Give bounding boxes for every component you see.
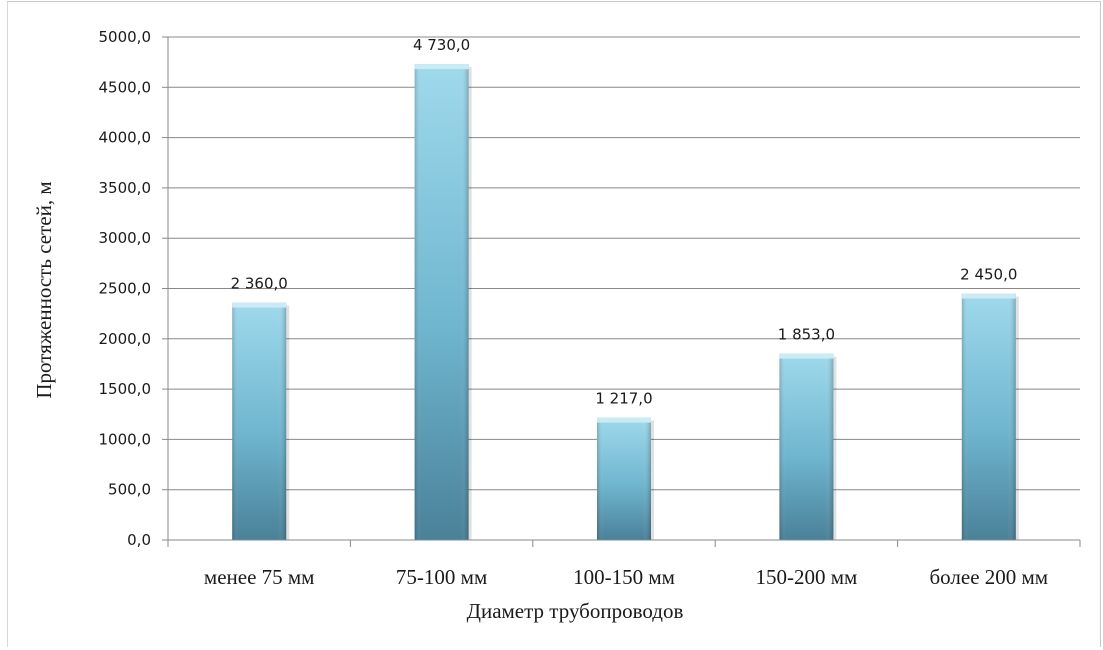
bar (779, 353, 837, 540)
y-tick-label: 1500,0 (99, 380, 152, 398)
bar-shading (779, 353, 834, 540)
bar-top (779, 353, 834, 359)
chart-frame (7, 1, 1101, 647)
y-tick-label: 2500,0 (99, 280, 152, 298)
bar-shading (961, 293, 1016, 540)
bar (597, 417, 654, 540)
y-tick-label: 4000,0 (99, 129, 152, 147)
x-tick-label: 100-150 мм (573, 565, 675, 589)
y-tick-label: 500,0 (108, 481, 151, 499)
y-tick-label: 3000,0 (99, 229, 152, 247)
bars (232, 64, 1019, 541)
data-label: 1 853,0 (778, 326, 835, 344)
data-labels: 2 360,0 4 730,0 1 217,0 1 853,0 2 450,0 (231, 36, 1018, 407)
data-label: 1 217,0 (595, 390, 652, 408)
y-tick-labels: 0,0 500,0 1000,0 1500,0 2000,0 2500,0 3000,0 35… (99, 28, 168, 549)
bar-top (961, 293, 1016, 299)
bar (232, 302, 290, 540)
y-tick-label: 4500,0 (99, 78, 152, 96)
bar-top (232, 302, 287, 308)
y-tick-label: 1000,0 (99, 430, 152, 448)
bar-shading (232, 302, 287, 540)
x-tick-label: 150-200 мм (755, 565, 857, 589)
bar-shading (414, 64, 469, 541)
y-tick-label: 2000,0 (99, 330, 152, 348)
bar (414, 64, 472, 541)
data-label: 2 360,0 (231, 275, 288, 293)
x-axis: менее 75 мм 75-100 мм 100-150 мм 150-200 мм… (167, 37, 1081, 589)
bar-shading (597, 417, 651, 540)
y-tick-label: 0,0 (127, 531, 151, 549)
data-label: 4 730,0 (413, 36, 470, 54)
bar (961, 293, 1019, 540)
x-tick-label: 75-100 мм (396, 565, 487, 589)
bar-top (597, 417, 651, 423)
y-axis-title: Протяженность сетей, м (32, 181, 56, 398)
bar-top (414, 64, 469, 70)
y-tick-label: 5000,0 (99, 28, 152, 46)
data-label: 2 450,0 (960, 266, 1017, 284)
x-tick-label: менее 75 мм (204, 565, 315, 589)
x-tick-label: более 200 мм (929, 565, 1048, 589)
y-tick-label: 3500,0 (99, 179, 152, 197)
x-axis-title: Диаметр трубопроводов (467, 599, 684, 623)
